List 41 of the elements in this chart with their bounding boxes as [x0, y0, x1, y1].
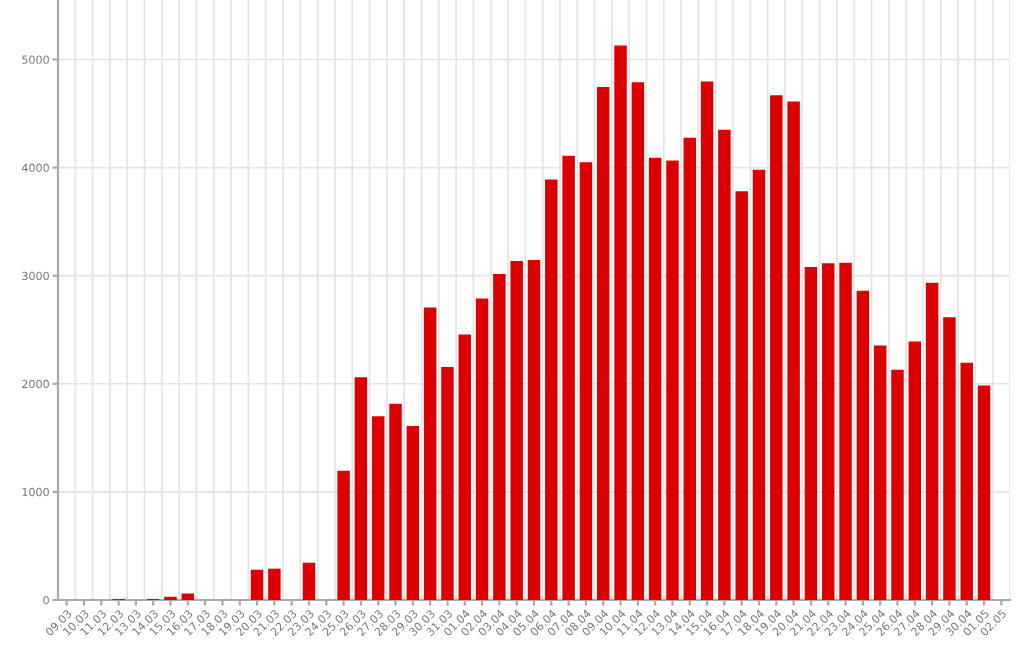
bar: [527, 260, 541, 600]
bar: [770, 95, 783, 600]
bar: [700, 81, 714, 600]
bar: [666, 160, 679, 600]
bar: [423, 307, 437, 600]
bar: [839, 262, 852, 600]
bar: [354, 377, 368, 600]
bar: [250, 569, 264, 600]
bar: [302, 562, 316, 600]
bar: [631, 82, 645, 600]
bar: [579, 162, 593, 600]
bar: [822, 263, 835, 600]
bar: [735, 191, 748, 600]
bar: [614, 45, 627, 600]
bar: [960, 362, 973, 600]
bar: [752, 169, 766, 600]
bar: [891, 369, 904, 600]
bar: [943, 317, 956, 600]
bar: [804, 267, 818, 600]
bar: [510, 261, 523, 600]
bar: [873, 345, 887, 600]
bar: [908, 341, 922, 600]
bar: [925, 282, 939, 600]
bar: [475, 298, 489, 600]
bar: [856, 290, 870, 600]
bar: [977, 385, 991, 600]
bar: [406, 425, 420, 600]
bar: [441, 367, 454, 600]
bar: [545, 179, 558, 600]
bar: [389, 403, 402, 600]
bar: [718, 129, 731, 600]
bar: [458, 334, 471, 600]
bar: [648, 157, 662, 600]
bar: [371, 416, 385, 600]
bar: [597, 87, 610, 600]
bar: [562, 155, 575, 600]
bar: [337, 470, 350, 600]
bar: [493, 274, 506, 600]
bar: [787, 101, 800, 600]
bar: [683, 137, 697, 600]
bar: [268, 568, 281, 600]
